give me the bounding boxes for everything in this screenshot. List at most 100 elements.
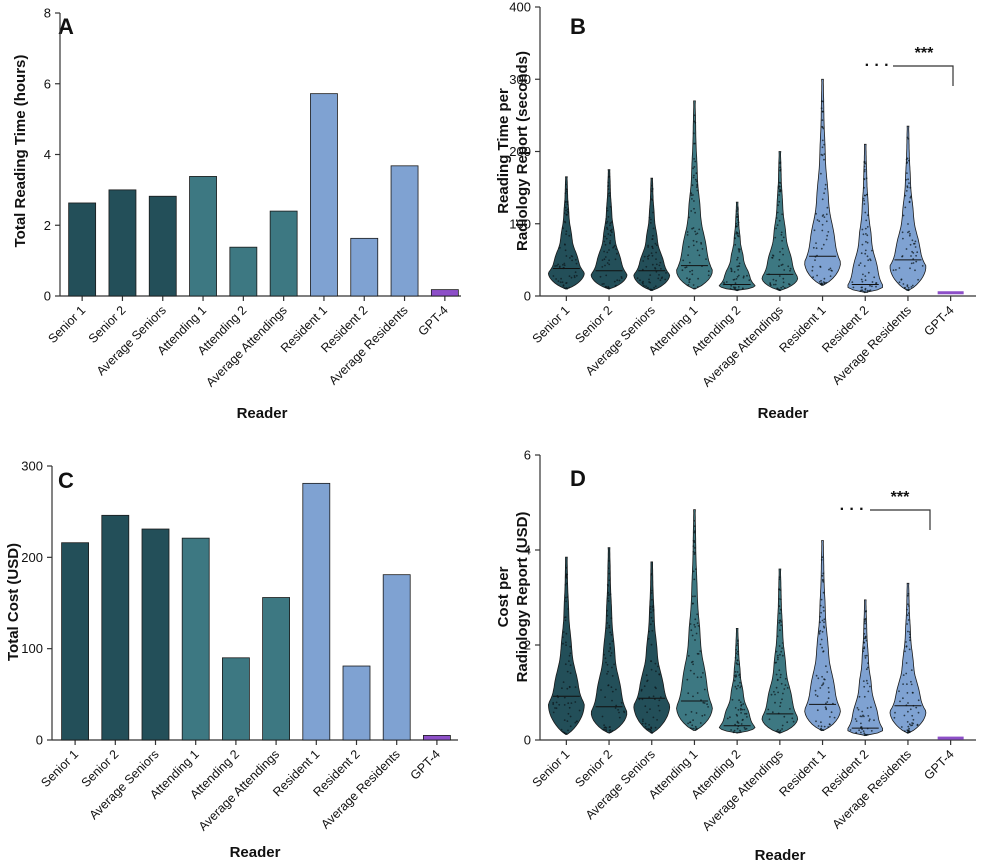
panel-d-violin-point (865, 654, 868, 657)
panel-b-violin-gpt-4 (937, 291, 964, 295)
panel-b-violin-point (780, 231, 783, 234)
panel-d-violin-point (864, 627, 866, 630)
panel-c-bar-resident-1 (302, 482, 331, 741)
panel-d-violin-point (606, 609, 608, 612)
panel-b-violin-point (695, 240, 698, 243)
panel-d-violin-point (569, 652, 572, 655)
panel-d-violin-point (567, 729, 569, 732)
panel-b-violin-point (910, 195, 912, 198)
panel-d-violin-point (565, 600, 567, 603)
panel-b-violin-point (736, 265, 739, 268)
panel-d-violin-point (907, 612, 910, 615)
panel-d-violin-point (611, 690, 614, 693)
panel-b-violin-point (610, 221, 613, 224)
panel-b-violin-point (772, 255, 775, 257)
panel-b-violin-point (563, 262, 566, 265)
panel-b-violin-point (693, 207, 695, 210)
panel-d-violin-point (615, 688, 617, 691)
panel-d-violin-point (862, 730, 865, 733)
panel-d-violin-point (552, 701, 555, 704)
panel-d-violin-point (733, 729, 736, 732)
panel-d-violin-point (737, 709, 740, 711)
panel-b-violin-point (859, 262, 862, 264)
panel-b-violin-point (658, 274, 660, 276)
panel-b-violin-point (869, 284, 871, 287)
panel-d-violin-point (819, 643, 822, 646)
panel-d-violin-point (906, 594, 909, 597)
panel-b-violin-point (690, 192, 693, 195)
panel-b-violin-point (863, 165, 866, 168)
panel-d-violin-point (609, 654, 612, 657)
panel-d-violin-points-average-seniors (638, 572, 662, 734)
panel-d-violin-point (737, 684, 739, 687)
panel-d-violin-point (607, 594, 610, 596)
panel-d-violin-point (907, 630, 909, 633)
panel-b-violin-point (862, 273, 864, 276)
panel-d-violin-point (860, 722, 862, 725)
panel-d-violin-point (652, 620, 654, 622)
panel-b-violin-point (690, 210, 693, 212)
panel-a-bar-resident-1 (310, 93, 338, 297)
panel-d-violin-point (563, 704, 566, 706)
panel-b-violin-point (906, 285, 909, 288)
panel-b-violin-point (811, 265, 814, 268)
panel-d-violin-point (569, 645, 572, 648)
panel-c-x-axis-label: Reader (230, 844, 281, 861)
panel-d-violin-point (740, 685, 743, 688)
panel-b-violin-point (895, 269, 897, 271)
panel-d-violin-point (827, 697, 830, 700)
panel-c-x-tick-label: Average Seniors (87, 747, 162, 822)
panel-b-violin-point (701, 248, 704, 250)
panel-b-violin-point (620, 276, 623, 278)
panel-d-ellipsis: · · · (840, 501, 865, 518)
panel-d-violin-point (565, 632, 568, 635)
panel-d-violin-point (907, 725, 910, 728)
panel-d-violin-point (697, 653, 700, 655)
panel-d-violin-points-resident-2 (849, 610, 875, 737)
panel-b-violin-point (651, 187, 654, 190)
panel-d-violin-point (822, 591, 825, 594)
panel-c-bar-attending-1 (181, 537, 210, 741)
panel-c-bar-average-residents (382, 574, 411, 741)
panel-b-violin-point (643, 255, 646, 258)
panel-d-violin-point (696, 692, 699, 694)
panel-d-violin-point (701, 714, 704, 717)
panel-b-violin-point (566, 287, 568, 290)
panel-b-violin-point (657, 277, 660, 280)
panel-d-violin-point (607, 684, 610, 686)
panel-d-violin-point (555, 701, 558, 704)
panel-a-x-axis-label: Reader (237, 405, 288, 422)
panel-d-violin-point (565, 574, 568, 577)
panel-d-violin-point (652, 716, 655, 719)
panel-d-violin-point (905, 662, 908, 664)
panel-b-violin-point (664, 278, 667, 281)
panel-d-x-tick-label: Average Residents (830, 747, 914, 831)
panel-b-violin-point (686, 277, 688, 280)
panel-d-violin-point (693, 672, 695, 675)
panel-d-violin-point (863, 637, 866, 640)
panel-a-x-tick-label: Average Attendings (203, 303, 289, 389)
panel-b-violin-points-attending-2 (722, 206, 751, 292)
panel-b-violin-point (693, 174, 695, 177)
panel-d-violin-point (906, 608, 908, 611)
panel-d-violin-point (780, 620, 783, 623)
panel-d-violin-point (650, 592, 653, 594)
panel-b-violin-point (693, 200, 695, 202)
panel-d-violin-point (826, 671, 829, 673)
panel-d-violin-point (870, 706, 872, 709)
panel-b-violin-point (686, 231, 689, 233)
panel-d-violin-point (620, 701, 623, 704)
panel-d-violin-point (646, 711, 648, 714)
panel-d-violin-point (784, 684, 787, 686)
panel-d-violin-point (567, 608, 570, 610)
panel-d-violin-point (826, 701, 829, 703)
panel-d-violin-point (899, 700, 901, 703)
panel-d-violin-point (606, 592, 609, 595)
panel-b-violin-point (734, 282, 737, 285)
panel-c-x-tick-label: Senior 1 (38, 747, 81, 790)
panel-d-violin-point (818, 632, 821, 635)
panel-d-violin-point (738, 673, 741, 676)
panel-d-violin-point (778, 598, 780, 600)
panel-b-violin-point (864, 279, 867, 282)
panel-d-violin-point (827, 687, 830, 689)
